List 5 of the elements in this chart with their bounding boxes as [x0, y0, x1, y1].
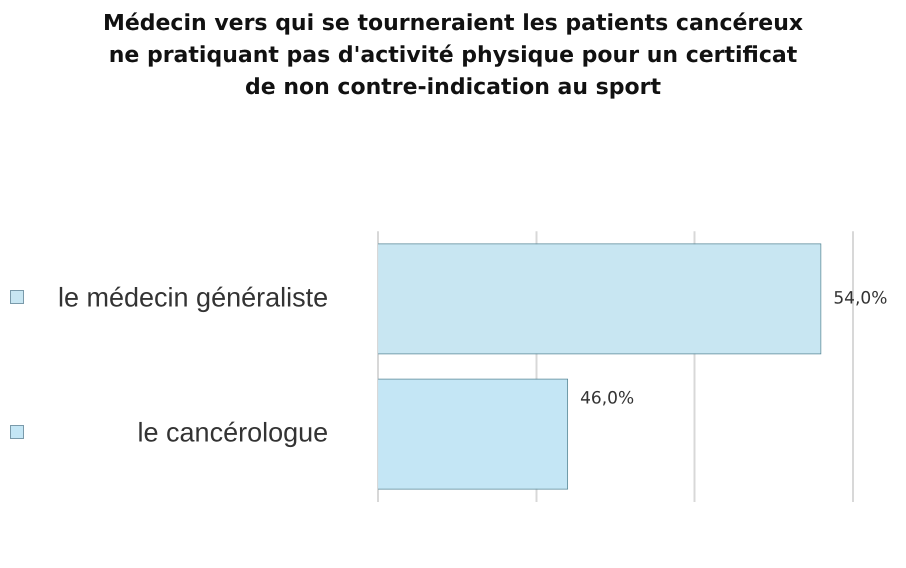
chart-title: Médecin vers qui se tourneraient les patients cancéreux ne pratiquant pas d'activité physique pour un certificat de non contre-indication au sport: [102, 10, 804, 102]
y-tick-label: le médecin généraliste: [58, 282, 328, 312]
y-tick-label: le cancérologue: [138, 418, 328, 448]
data-label: 46,0%: [580, 388, 634, 409]
data-label: 54,0%: [833, 288, 888, 308]
